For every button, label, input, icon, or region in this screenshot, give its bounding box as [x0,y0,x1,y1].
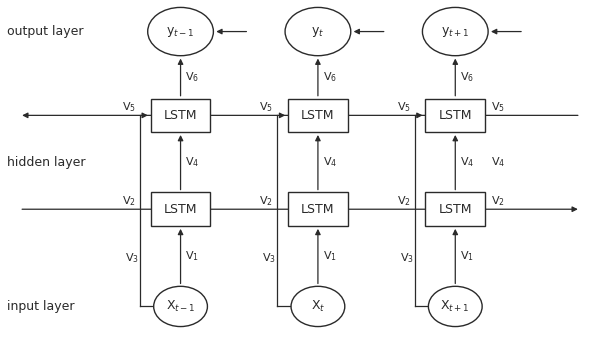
Text: V$_3$: V$_3$ [262,251,277,265]
Text: V$_3$: V$_3$ [400,251,414,265]
Text: V$_4$: V$_4$ [460,155,475,169]
Text: V$_4$: V$_4$ [491,155,505,169]
Text: V$_4$: V$_4$ [185,155,200,169]
Ellipse shape [154,286,208,327]
FancyBboxPatch shape [425,192,485,226]
Text: V$_3$: V$_3$ [125,251,139,265]
Text: LSTM: LSTM [301,203,335,216]
FancyBboxPatch shape [288,192,348,226]
Text: X$_{t+1}$: X$_{t+1}$ [440,299,470,314]
Text: y$_t$: y$_t$ [311,25,325,39]
Text: V$_1$: V$_1$ [185,249,199,263]
Text: V$_2$: V$_2$ [397,194,410,208]
FancyBboxPatch shape [425,99,485,132]
FancyBboxPatch shape [151,192,211,226]
Ellipse shape [148,7,214,56]
FancyBboxPatch shape [288,99,348,132]
Text: V$_6$: V$_6$ [323,70,337,84]
Ellipse shape [422,7,488,56]
Text: LSTM: LSTM [164,109,197,122]
Text: V$_5$: V$_5$ [397,100,411,114]
Text: output layer: output layer [7,25,84,38]
Text: V$_1$: V$_1$ [323,249,337,263]
Text: V$_5$: V$_5$ [259,100,274,114]
Text: y$_{t-1}$: y$_{t-1}$ [166,25,195,39]
Text: X$_{t-1}$: X$_{t-1}$ [166,299,196,314]
Text: V$_6$: V$_6$ [460,70,474,84]
Ellipse shape [285,7,351,56]
Text: V$_4$: V$_4$ [323,155,337,169]
Text: LSTM: LSTM [164,203,197,216]
Text: V$_2$: V$_2$ [122,194,136,208]
Ellipse shape [428,286,482,327]
Text: X$_t$: X$_t$ [311,299,325,314]
Text: LSTM: LSTM [439,109,472,122]
FancyBboxPatch shape [151,99,211,132]
Text: LSTM: LSTM [301,109,335,122]
Text: V$_6$: V$_6$ [185,70,199,84]
Text: V$_5$: V$_5$ [122,100,136,114]
Text: V$_2$: V$_2$ [491,194,505,208]
Text: V$_1$: V$_1$ [460,249,474,263]
Text: input layer: input layer [7,300,75,313]
Ellipse shape [291,286,345,327]
Text: LSTM: LSTM [439,203,472,216]
Text: y$_{t+1}$: y$_{t+1}$ [441,25,469,39]
Text: hidden layer: hidden layer [7,156,86,169]
Text: V$_2$: V$_2$ [259,194,273,208]
Text: V$_5$: V$_5$ [491,100,505,114]
